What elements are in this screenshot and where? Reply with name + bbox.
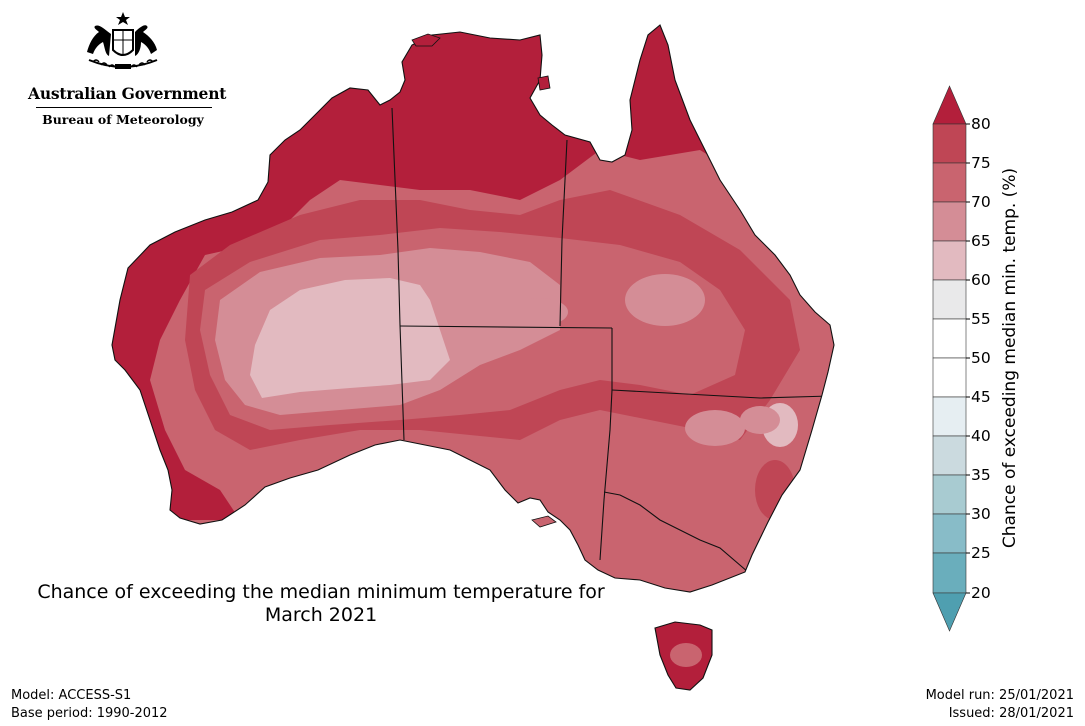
tick-label-80: 80 bbox=[971, 115, 991, 133]
tick-label-65: 65 bbox=[971, 232, 991, 250]
groote-island bbox=[537, 75, 551, 91]
tick-label-25: 25 bbox=[971, 544, 991, 562]
tick-label-45: 45 bbox=[971, 388, 991, 406]
mainland-coastline bbox=[111, 24, 835, 593]
swatch-75-80 bbox=[932, 123, 967, 164]
swatch-50-55 bbox=[932, 318, 967, 359]
tick-label-60: 60 bbox=[971, 271, 991, 289]
government-name: Australian Government bbox=[28, 84, 227, 103]
swatch-30-35 bbox=[932, 474, 967, 515]
swatch-35-40 bbox=[932, 435, 967, 476]
tick-label-30: 30 bbox=[971, 505, 991, 523]
base-period: Base period: 1990-2012 bbox=[11, 706, 168, 721]
kangaroo-island bbox=[531, 515, 557, 528]
swatch-40-45 bbox=[932, 396, 967, 437]
swatch-55-60 bbox=[932, 279, 967, 320]
swatch-70-75 bbox=[932, 162, 967, 203]
footer-run-info: Model run: 25/01/2021 Issued: 28/01/2021 bbox=[926, 687, 1074, 723]
colorbar-tick-labels: 80 75 70 65 60 55 50 45 40 35 30 25 20 bbox=[971, 115, 991, 602]
map-title: Chance of exceeding the median minimum t… bbox=[0, 581, 642, 627]
swatch-65-70 bbox=[932, 201, 967, 242]
colorbar-over-triangle bbox=[932, 85, 967, 125]
tick-label-50: 50 bbox=[971, 349, 991, 367]
tick-label-20: 20 bbox=[971, 584, 991, 602]
swatch-25-30 bbox=[932, 513, 967, 554]
swatch-20-25 bbox=[932, 552, 967, 594]
tick-label-40: 40 bbox=[971, 427, 991, 445]
tick-label-70: 70 bbox=[971, 193, 991, 211]
swatch-45-50 bbox=[932, 357, 967, 398]
agency-logo: Australian Government Bureau of Meteorol… bbox=[28, 10, 227, 127]
tick-label-35: 35 bbox=[971, 466, 991, 484]
melville-island bbox=[411, 33, 441, 47]
tick-label-75: 75 bbox=[971, 154, 991, 172]
coat-of-arms-icon bbox=[87, 12, 158, 69]
logo-divider bbox=[36, 107, 212, 108]
swatch-60-65 bbox=[932, 240, 967, 281]
colorbar-title: Chance of exceeding median min. temp. (%… bbox=[1000, 167, 1020, 549]
tasmania-coastline bbox=[654, 621, 713, 691]
map-title-line-1: Chance of exceeding the median minimum t… bbox=[37, 581, 605, 603]
colorbar-swatches bbox=[932, 85, 967, 632]
colorbar-under-triangle bbox=[932, 592, 967, 632]
map-title-line-2: March 2021 bbox=[264, 604, 378, 626]
agency-name: Bureau of Meteorology bbox=[42, 112, 204, 127]
state-borders bbox=[391, 107, 831, 573]
colorbar-ticks bbox=[966, 123, 970, 594]
tick-label-55: 55 bbox=[971, 310, 991, 328]
model-name: Model: ACCESS-S1 bbox=[11, 688, 132, 703]
model-run-date: Model run: 25/01/2021 bbox=[925, 688, 1074, 703]
issued-date: Issued: 28/01/2021 bbox=[948, 706, 1074, 721]
footer-model-info: Model: ACCESS-S1 Base period: 1990-2012 bbox=[11, 687, 168, 723]
